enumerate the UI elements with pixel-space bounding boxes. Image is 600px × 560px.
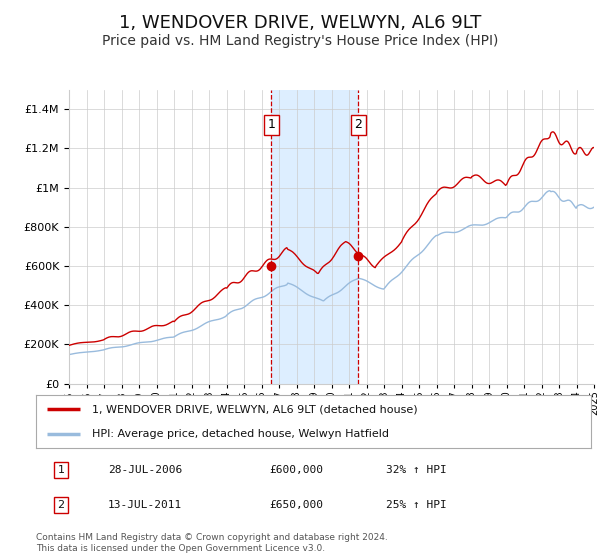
- Text: 32% ↑ HPI: 32% ↑ HPI: [386, 465, 446, 475]
- Bar: [271, 90, 358, 384]
- Text: 1, WENDOVER DRIVE, WELWYN, AL6 9LT (detached house): 1, WENDOVER DRIVE, WELWYN, AL6 9LT (deta…: [92, 404, 417, 414]
- Text: 1: 1: [58, 465, 64, 475]
- Text: 28-JUL-2006: 28-JUL-2006: [108, 465, 182, 475]
- Text: £650,000: £650,000: [269, 500, 323, 510]
- Text: 2: 2: [355, 118, 362, 132]
- Text: Price paid vs. HM Land Registry's House Price Index (HPI): Price paid vs. HM Land Registry's House …: [102, 34, 498, 48]
- Text: Contains HM Land Registry data © Crown copyright and database right 2024.
This d: Contains HM Land Registry data © Crown c…: [36, 533, 388, 553]
- Text: 2: 2: [58, 500, 65, 510]
- Text: 25% ↑ HPI: 25% ↑ HPI: [386, 500, 446, 510]
- Text: £600,000: £600,000: [269, 465, 323, 475]
- Text: 1: 1: [268, 118, 275, 132]
- Text: 13-JUL-2011: 13-JUL-2011: [108, 500, 182, 510]
- Text: HPI: Average price, detached house, Welwyn Hatfield: HPI: Average price, detached house, Welw…: [92, 428, 389, 438]
- Text: 1, WENDOVER DRIVE, WELWYN, AL6 9LT: 1, WENDOVER DRIVE, WELWYN, AL6 9LT: [119, 14, 481, 32]
